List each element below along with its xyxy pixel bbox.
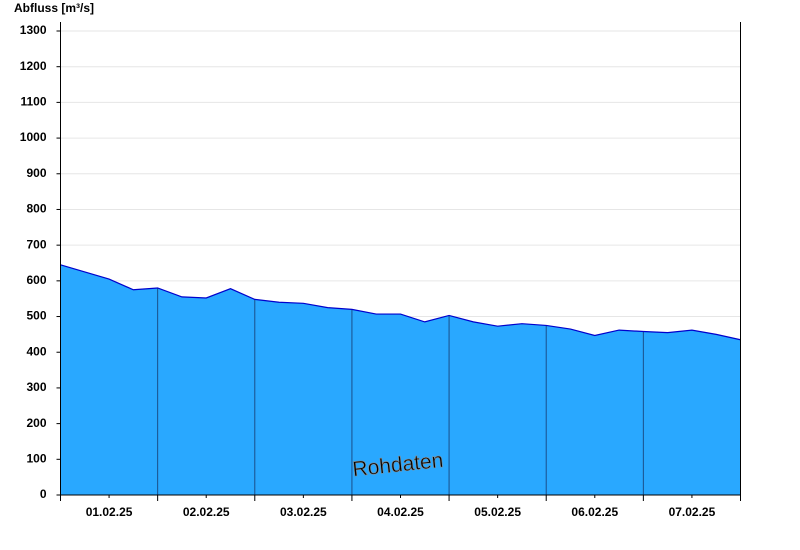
y-tick-label: 400: [26, 344, 46, 358]
y-tick-label: 500: [26, 309, 46, 323]
y-tick-label: 1000: [20, 130, 47, 144]
x-tick-label: 04.02.25: [377, 505, 424, 519]
y-tick-label: 700: [26, 237, 46, 251]
area: [60, 264, 741, 495]
x-tick-label: 07.02.25: [669, 505, 716, 519]
y-tick-label: 900: [26, 166, 46, 180]
y-tick-label: 800: [26, 202, 46, 216]
x-tick-label: 06.02.25: [571, 505, 618, 519]
y-tick-label: 1200: [20, 59, 47, 73]
x-tick-label: 01.02.25: [86, 505, 133, 519]
y-tick-label: 1100: [20, 95, 46, 109]
area-line: [60, 264, 741, 341]
x-tick-label: 03.02.25: [280, 505, 327, 519]
chart-title: Abfluss [m³/s]: [14, 1, 94, 15]
y-tick-label: 100: [26, 451, 46, 465]
y-tick-label: 600: [26, 273, 46, 287]
x-tick-label: 05.02.25: [474, 505, 521, 519]
y-tick-label: 300: [26, 380, 46, 394]
y-tick-label: 200: [26, 416, 46, 430]
x-tick-label: 02.02.25: [183, 505, 230, 519]
y-tick-label: 0: [40, 487, 47, 501]
y-tick-label: 1300: [20, 23, 47, 37]
